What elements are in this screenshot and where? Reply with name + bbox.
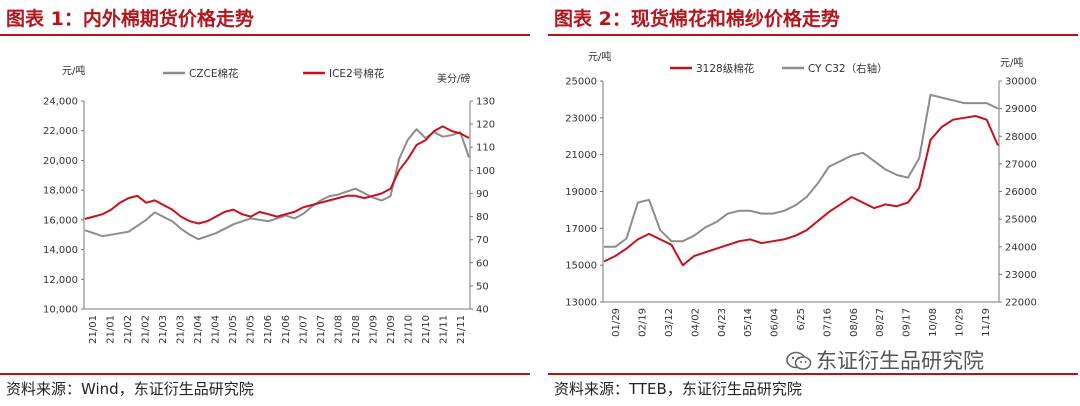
x-tick-label: 11/19 [981,308,992,337]
divider [0,373,530,375]
x-tick-label: 21/06 [263,315,274,344]
legend-label: ICE2号棉花 [329,67,385,80]
x-tick-label: 21/11 [439,315,450,344]
y-tick-label-right: 22000 [1005,298,1037,309]
x-tick-label: 06/04 [770,308,781,337]
x-tick-label: 21/09 [369,315,380,344]
x-tick-label: 6/25 [796,308,807,330]
x-tick-label: 21/08 [333,315,344,344]
panel-right: 图表 2：现货棉花和棉纱价格走势 13000 15000 17000 19000 210… [548,0,1078,406]
x-tick-label: 21/09 [386,315,397,344]
x-tick-label: 21/06 [281,315,292,344]
x-tick-label: 10/29 [954,308,965,337]
y-tick-label-right: 25000 [1005,215,1037,226]
chart-title-left: 图表 1：内外棉期货价格走势 [6,8,254,30]
x-tick-label: 21/10 [404,315,415,344]
y-tick-label-left: 18,000 [43,186,78,197]
y-axis-unit-right: 美分/磅 [437,72,470,85]
panel-left: 图表 1：内外棉期货价格走势 10,000 12,000 14,000 16,000 1… [0,0,530,406]
x-tick-label: 21/03 [176,315,187,344]
x-tick-label: 21/01 [105,315,116,344]
y-axis-unit-right: 元/吨 [1000,56,1023,69]
y-tick-label-right: 29000 [1005,104,1037,115]
y-tick-label-right: 100 [476,166,495,177]
y-tick-label-right: 30000 [1005,77,1037,88]
y-tick-label-right: 27000 [1005,159,1037,170]
y-tick-label-left: 20,000 [43,156,78,167]
series-line-2 [604,93,999,248]
x-tick-label: 07/16 [822,308,833,337]
y-tick-label-left: 24,000 [43,97,78,108]
y-tick-label-left: 14,000 [43,245,78,256]
source-note-right: 资料来源：TTEB，东证衍生品研究院 [554,380,802,398]
x-tick-label: 21/01 [88,315,99,344]
x-tick-label: 03/12 [664,308,675,337]
y-tick-label-right: 40 [476,305,489,316]
watermark: 东证衍生品研究院 [786,345,984,375]
y-tick-label-right: 50 [476,281,489,292]
x-tick-label: 21/07 [316,315,327,344]
y-tick-label-right: 28000 [1005,132,1037,143]
watermark-text: 东证衍生品研究院 [816,349,984,373]
chart-right: 13000 15000 17000 19000 21000 23000 25000 22000… [565,50,1037,337]
x-tick-label: 08/06 [849,308,860,337]
x-tick-label: 04/23 [717,308,728,337]
x-tick-label: 01/29 [611,308,622,337]
y-tick-label-left: 17000 [565,224,597,235]
x-tick-label: 21/04 [211,315,222,344]
x-tick-label: 21/05 [246,315,257,344]
x-tick-label: 21/05 [228,315,239,344]
x-tick-label: 02/19 [638,308,649,337]
x-tick-label: 21/08 [351,315,362,344]
y-tick-label-left: 22,000 [43,126,78,137]
series-line-1 [84,128,470,241]
y-tick-label-left: 21000 [565,150,597,161]
y-tick-label-left: 19000 [565,187,597,198]
legend-label: CZCE棉花 [189,67,239,80]
y-tick-label-left: 10,000 [43,305,78,316]
y-tick-label-left: 12,000 [43,275,78,286]
y-tick-label-right: 80 [476,212,489,223]
x-tick-label: 21/02 [123,315,134,344]
y-tick-label-left: 16,000 [43,215,78,226]
x-tick-label: 08/27 [875,308,886,337]
y-tick-label-right: 24000 [1005,242,1037,253]
y-tick-label-right: 26000 [1005,187,1037,198]
y-tick-label-right: 60 [476,258,489,269]
y-axis-unit-left: 元/吨 [62,64,85,77]
y-axis-unit-left: 元/吨 [588,50,611,63]
x-tick-label: 10/08 [928,308,939,337]
divider [0,34,530,36]
divider [548,34,1078,36]
y-tick-label-left: 25000 [565,77,597,88]
x-tick-label: 04/02 [690,308,701,337]
x-tick-label: 21/07 [298,315,309,344]
x-tick-label: 05/14 [743,308,754,337]
series-line-2 [84,125,470,225]
y-tick-label-right: 90 [476,189,489,200]
y-tick-label-left: 13000 [565,298,597,309]
divider [548,373,1078,375]
x-tick-label: 09/17 [902,308,913,337]
y-tick-label-right: 70 [476,235,489,246]
y-tick-label-left: 15000 [565,261,597,272]
x-tick-label: 21/11 [456,315,467,344]
chart-title-right: 图表 2：现货棉花和棉纱价格走势 [554,8,840,30]
y-tick-label-right: 23000 [1005,270,1037,281]
series-line-1 [603,115,999,267]
source-note-left: 资料来源：Wind，东证衍生品研究院 [6,380,254,398]
x-tick-label: 21/03 [158,315,169,344]
y-tick-label-right: 130 [476,97,495,108]
chart-left: 10,000 12,000 14,000 16,000 18,000 20,000 22,0… [43,64,495,344]
legend-label: CY C32（右轴） [808,62,888,75]
y-tick-label-left: 23000 [565,113,597,124]
x-tick-label: 21/04 [193,315,204,344]
wechat-icon [786,351,812,371]
y-tick-label-right: 120 [476,120,495,131]
x-tick-label: 21/02 [140,315,151,344]
y-tick-label-right: 110 [476,143,495,154]
legend-label: 3128级棉花 [696,62,755,75]
x-tick-label: 21/10 [421,315,432,344]
